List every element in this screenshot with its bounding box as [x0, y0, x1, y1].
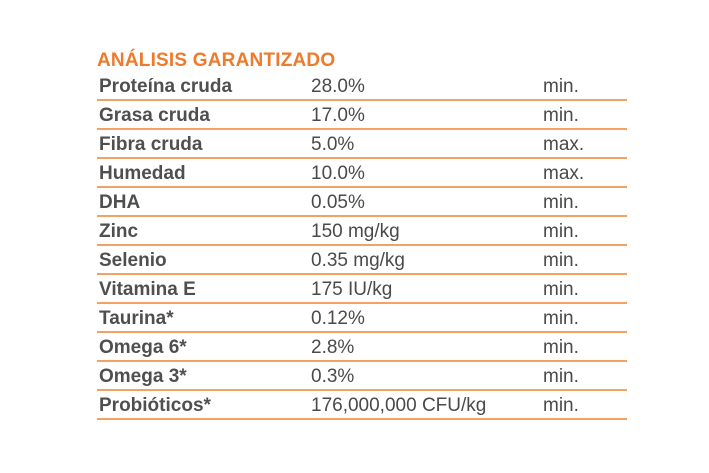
nutrient-value: 28.0% — [311, 76, 365, 97]
nutrient-name: Fibra cruda — [99, 134, 203, 155]
nutrient-value: 10.0% — [311, 163, 365, 184]
nutrient-value: 0.12% — [311, 308, 365, 329]
nutrient-name: Selenio — [99, 250, 167, 271]
nutrient-name: Probióticos* — [99, 395, 211, 416]
table-row: Proteína cruda 28.0% min. — [97, 72, 627, 101]
nutrient-name: Proteína cruda — [99, 76, 233, 97]
nutrient-value: 2.8% — [311, 337, 355, 358]
table-row: Humedad 10.0% max. — [97, 159, 627, 188]
nutrient-name: Humedad — [99, 163, 186, 184]
nutrient-name: Taurina* — [99, 308, 174, 329]
nutrient-qualifier: min. — [543, 105, 579, 126]
nutrient-name: Omega 3* — [99, 366, 187, 387]
nutrient-qualifier: min. — [543, 76, 579, 97]
nutrient-value: 5.0% — [311, 134, 355, 155]
nutrient-name: Grasa cruda — [99, 105, 210, 126]
nutrient-qualifier: min. — [543, 337, 579, 358]
table-row: Vitamina E 175 IU/kg min. — [97, 275, 627, 304]
table-row: Taurina* 0.12% min. — [97, 304, 627, 333]
section-title: ANÁLISIS GARANTIZADO — [97, 50, 336, 71]
guaranteed-analysis-panel: ANÁLISIS GARANTIZADO Proteína cruda 28.0… — [97, 50, 627, 420]
nutrient-name: Vitamina E — [99, 279, 196, 300]
table-row: Fibra cruda 5.0% max. — [97, 130, 627, 159]
nutrient-qualifier: min. — [543, 395, 579, 416]
analysis-table: Proteína cruda 28.0% min. Grasa cruda 17… — [97, 72, 627, 420]
nutrient-value: 17.0% — [311, 105, 365, 126]
nutrient-value: 175 IU/kg — [311, 279, 393, 300]
nutrient-name: Omega 6* — [99, 337, 187, 358]
table-row: Zinc 150 mg/kg min. — [97, 217, 627, 246]
table-row: Selenio 0.35 mg/kg min. — [97, 246, 627, 275]
table-row: Grasa cruda 17.0% min. — [97, 101, 627, 130]
nutrient-value: 0.05% — [311, 192, 365, 213]
nutrient-qualifier: min. — [543, 250, 579, 271]
nutrient-qualifier: min. — [543, 279, 579, 300]
nutrient-qualifier: min. — [543, 192, 579, 213]
nutrient-qualifier: max. — [543, 163, 585, 184]
nutrient-qualifier: min. — [543, 221, 579, 242]
nutrient-value: 0.35 mg/kg — [311, 250, 405, 271]
table-row: Omega 3* 0.3% min. — [97, 362, 627, 391]
nutrient-qualifier: min. — [543, 366, 579, 387]
nutrient-qualifier: min. — [543, 308, 579, 329]
table-row: Omega 6* 2.8% min. — [97, 333, 627, 362]
nutrient-value: 0.3% — [311, 366, 355, 387]
nutrient-qualifier: max. — [543, 134, 585, 155]
nutrient-value: 176,000,000 CFU/kg — [311, 395, 487, 416]
nutrient-value: 150 mg/kg — [311, 221, 400, 242]
table-row: DHA 0.05% min. — [97, 188, 627, 217]
table-row: Probióticos* 176,000,000 CFU/kg min. — [97, 391, 627, 420]
nutrient-name: Zinc — [99, 221, 139, 242]
nutrient-name: DHA — [99, 192, 141, 213]
